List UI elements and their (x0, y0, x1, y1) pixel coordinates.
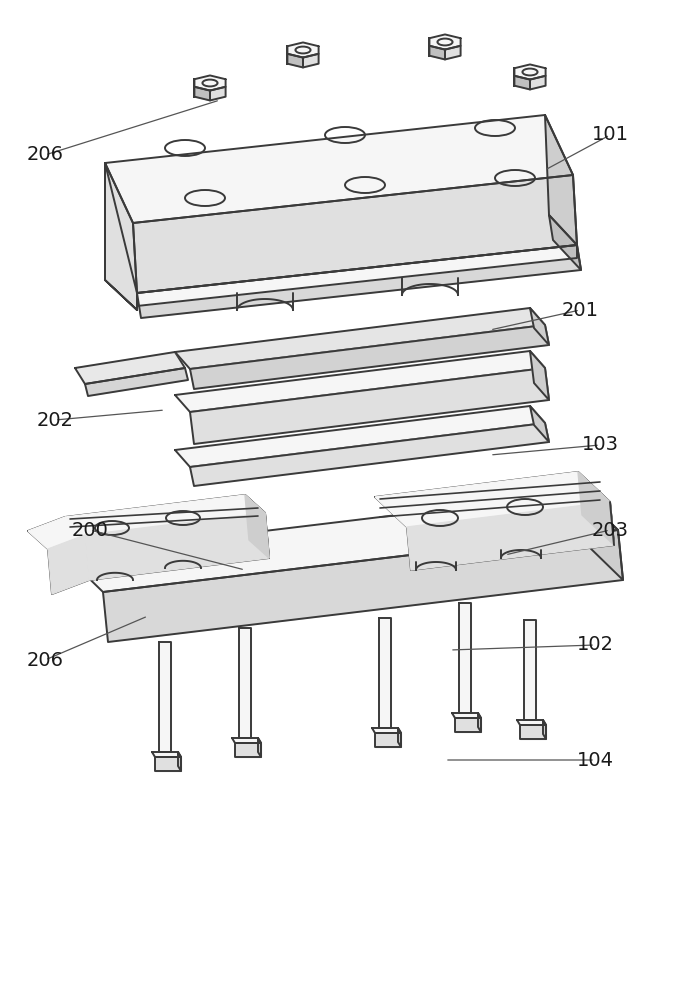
Polygon shape (175, 351, 545, 412)
Text: 102: 102 (577, 636, 614, 654)
Polygon shape (429, 34, 461, 50)
Polygon shape (65, 495, 265, 535)
Polygon shape (245, 495, 269, 558)
Polygon shape (549, 215, 581, 270)
Polygon shape (545, 115, 577, 245)
Text: 104: 104 (577, 750, 614, 770)
Polygon shape (178, 752, 181, 771)
Polygon shape (190, 325, 549, 389)
Polygon shape (407, 502, 614, 570)
Polygon shape (190, 368, 549, 444)
Polygon shape (524, 620, 536, 720)
Polygon shape (530, 406, 549, 442)
Polygon shape (580, 493, 623, 580)
Polygon shape (303, 54, 319, 67)
Polygon shape (287, 54, 303, 67)
Text: 103: 103 (582, 436, 619, 454)
Polygon shape (478, 713, 481, 732)
Text: 203: 203 (591, 520, 628, 540)
Polygon shape (530, 351, 549, 400)
Polygon shape (65, 493, 618, 592)
Polygon shape (398, 728, 401, 747)
Polygon shape (175, 308, 545, 369)
Polygon shape (429, 46, 445, 59)
Polygon shape (514, 76, 530, 89)
Polygon shape (137, 245, 577, 306)
Polygon shape (239, 628, 251, 738)
Polygon shape (514, 64, 546, 80)
Polygon shape (105, 163, 137, 310)
Polygon shape (375, 733, 401, 747)
Polygon shape (85, 368, 188, 396)
Polygon shape (137, 245, 581, 318)
Polygon shape (530, 308, 549, 345)
Polygon shape (105, 115, 573, 223)
Polygon shape (287, 42, 319, 58)
Polygon shape (452, 713, 481, 718)
Polygon shape (175, 406, 545, 467)
Text: 201: 201 (561, 300, 598, 320)
Polygon shape (372, 728, 401, 733)
Polygon shape (210, 87, 226, 100)
Polygon shape (190, 423, 549, 486)
Polygon shape (28, 517, 85, 549)
Polygon shape (543, 720, 546, 739)
Polygon shape (194, 75, 226, 91)
Polygon shape (578, 472, 614, 545)
Text: 200: 200 (71, 520, 108, 540)
Polygon shape (520, 725, 546, 739)
Polygon shape (152, 752, 181, 757)
Polygon shape (155, 757, 181, 771)
Text: 206: 206 (27, 145, 64, 164)
Polygon shape (375, 472, 610, 527)
Polygon shape (159, 642, 171, 752)
Polygon shape (235, 743, 261, 757)
Polygon shape (133, 175, 577, 293)
Polygon shape (258, 738, 261, 757)
Polygon shape (455, 718, 481, 732)
Polygon shape (103, 530, 623, 642)
Polygon shape (459, 603, 471, 713)
Polygon shape (232, 738, 261, 743)
Text: 101: 101 (591, 125, 628, 144)
Polygon shape (530, 76, 546, 89)
Polygon shape (75, 352, 185, 384)
Text: 202: 202 (36, 410, 73, 430)
Polygon shape (517, 720, 546, 725)
Polygon shape (48, 535, 89, 594)
Polygon shape (379, 618, 391, 728)
Polygon shape (445, 46, 461, 59)
Polygon shape (194, 87, 210, 100)
Polygon shape (85, 513, 269, 580)
Text: 206: 206 (27, 650, 64, 670)
